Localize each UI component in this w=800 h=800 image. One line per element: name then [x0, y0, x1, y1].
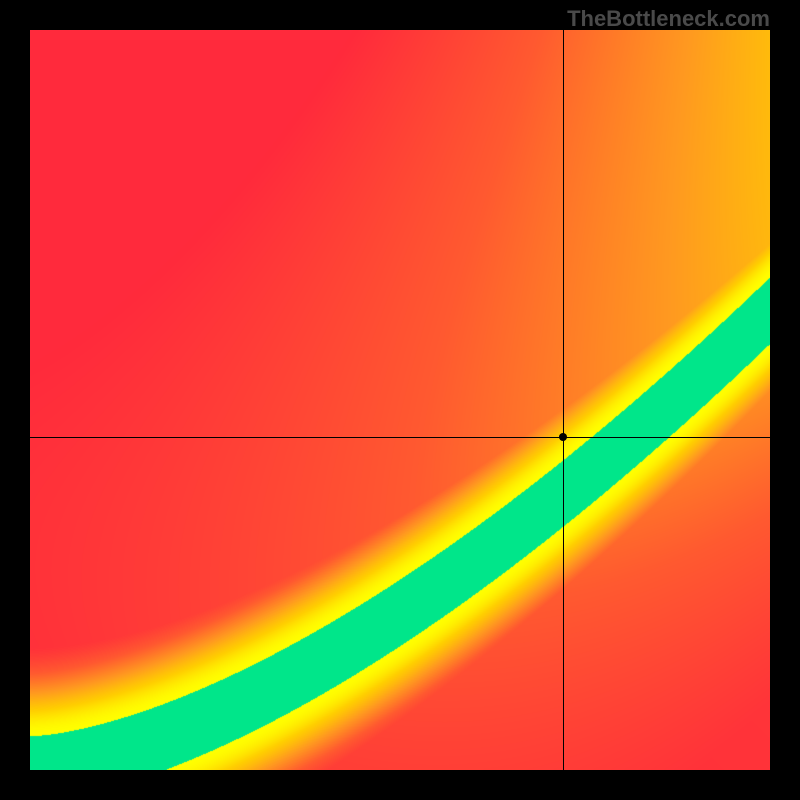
heatmap-canvas [30, 30, 770, 770]
crosshair-marker [559, 433, 567, 441]
watermark-text: TheBottleneck.com [567, 6, 770, 32]
plot-area [30, 30, 770, 770]
crosshair-vertical [563, 30, 564, 770]
crosshair-horizontal [30, 437, 770, 438]
chart-container: TheBottleneck.com [0, 0, 800, 800]
